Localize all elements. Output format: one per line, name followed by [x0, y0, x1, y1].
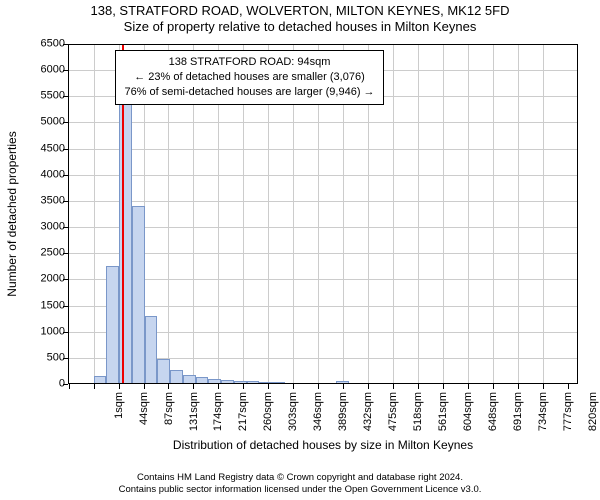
x-tick-label: 87sqm — [164, 392, 175, 442]
chart-title: 138, STRATFORD ROAD, WOLVERTON, MILTON K… — [0, 0, 600, 18]
x-axis-label: Distribution of detached houses by size … — [68, 438, 578, 452]
y-tick-label: 3500 — [5, 195, 65, 206]
annotation-line-3: 76% of semi-detached houses are larger (… — [124, 85, 374, 100]
x-tick-label: 734sqm — [538, 392, 549, 442]
x-tick-label: 518sqm — [413, 392, 424, 442]
x-tick-mark — [343, 384, 344, 389]
y-axis-label: Number of detached properties — [5, 131, 19, 296]
x-tick-mark — [418, 384, 419, 389]
x-tick-label: 303sqm — [288, 392, 299, 442]
x-tick-mark — [368, 384, 369, 389]
y-tick-label: 4500 — [5, 143, 65, 154]
y-tick-label: 6500 — [5, 39, 65, 50]
x-tick-label: 777sqm — [563, 392, 574, 442]
x-tick-mark — [543, 384, 544, 389]
x-tick-mark — [69, 384, 70, 389]
y-tick-label: 5000 — [5, 117, 65, 128]
x-tick-label: 217sqm — [238, 392, 249, 442]
annotation-line-1: 138 STRATFORD ROAD: 94sqm — [124, 55, 374, 70]
x-tick-label: 648sqm — [488, 392, 499, 442]
x-tick-label: 131sqm — [189, 392, 200, 442]
x-tick-mark — [518, 384, 519, 389]
footer-line-2: Contains public sector information licen… — [0, 484, 600, 496]
y-tick-label: 4000 — [5, 169, 65, 180]
x-tick-mark — [243, 384, 244, 389]
x-tick-mark — [94, 384, 95, 389]
chart-container: { "title": "138, STRATFORD ROAD, WOLVERT… — [0, 0, 600, 500]
x-tick-label: 561sqm — [438, 392, 449, 442]
x-tick-mark — [218, 384, 219, 389]
x-tick-mark — [568, 384, 569, 389]
y-tick-label: 1000 — [5, 326, 65, 337]
y-tick-label: 500 — [5, 352, 65, 363]
x-tick-mark — [468, 384, 469, 389]
chart-subtitle: Size of property relative to detached ho… — [0, 18, 600, 34]
y-tick-label: 3000 — [5, 222, 65, 233]
y-tick-label: 2500 — [5, 248, 65, 259]
x-tick-mark — [318, 384, 319, 389]
x-tick-label: 691sqm — [513, 392, 524, 442]
x-tick-mark — [443, 384, 444, 389]
y-tick-label: 6000 — [5, 65, 65, 76]
x-tick-label: 475sqm — [388, 392, 399, 442]
y-tick-label: 1500 — [5, 300, 65, 311]
y-tick-label: 0 — [5, 379, 65, 390]
x-tick-label: 604sqm — [463, 392, 474, 442]
x-tick-mark — [168, 384, 169, 389]
x-tick-label: 44sqm — [139, 392, 150, 442]
plot-area: 138 STRATFORD ROAD: 94sqm ← 23% of detac… — [68, 44, 578, 384]
x-tick-label: 432sqm — [363, 392, 374, 442]
annotation-box: 138 STRATFORD ROAD: 94sqm ← 23% of detac… — [115, 50, 383, 105]
x-tick-label: 260sqm — [263, 392, 274, 442]
x-tick-mark — [144, 384, 145, 389]
annotation-line-2: ← 23% of detached houses are smaller (3,… — [124, 70, 374, 85]
attribution-footer: Contains HM Land Registry data © Crown c… — [0, 472, 600, 496]
x-tick-label: 820sqm — [588, 392, 599, 442]
x-tick-label: 1sqm — [114, 392, 125, 442]
x-tick-mark — [193, 384, 194, 389]
x-tick-label: 346sqm — [313, 392, 324, 442]
x-tick-mark — [268, 384, 269, 389]
y-tick-label: 2000 — [5, 274, 65, 285]
x-tick-label: 389sqm — [338, 392, 349, 442]
x-tick-label: 174sqm — [213, 392, 224, 442]
x-tick-mark — [493, 384, 494, 389]
footer-line-1: Contains HM Land Registry data © Crown c… — [0, 472, 600, 484]
x-tick-mark — [393, 384, 394, 389]
x-tick-mark — [119, 384, 120, 389]
y-tick-label: 5500 — [5, 91, 65, 102]
x-tick-mark — [293, 384, 294, 389]
